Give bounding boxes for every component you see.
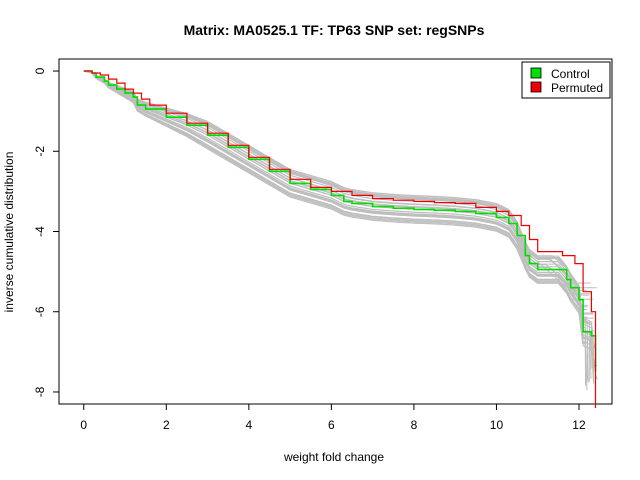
background-series-line xyxy=(83,70,592,295)
background-series-line xyxy=(83,70,595,332)
legend-label-permuted: Permuted xyxy=(551,81,603,95)
y-axis: 0 -2 -4 -6 -8 xyxy=(33,67,60,397)
legend: Control Permuted xyxy=(521,61,611,99)
chart-title: Matrix: MA0525.1 TF: TP63 SNP set: regSN… xyxy=(184,22,485,38)
background-series-line xyxy=(83,70,587,343)
x-tick-label: 2 xyxy=(163,418,170,432)
series-line-control xyxy=(83,70,597,372)
x-tick-label: 6 xyxy=(328,418,335,432)
y-tick-label: -6 xyxy=(33,306,47,317)
x-tick-label: 4 xyxy=(245,418,252,432)
y-tick-label: -4 xyxy=(33,226,47,237)
x-axis-label: weight fold change xyxy=(283,450,384,464)
background-series-line xyxy=(83,70,587,291)
background-series-group xyxy=(83,70,598,391)
legend-swatch-control xyxy=(530,67,542,79)
background-series-line xyxy=(83,70,594,372)
background-series-line xyxy=(83,70,594,381)
y-tick-label: -8 xyxy=(33,386,47,397)
background-series-line xyxy=(83,70,592,350)
x-tick-label: 8 xyxy=(411,418,418,432)
background-series-line xyxy=(83,70,594,300)
y-axis-label: inverse cumulative distribution xyxy=(2,152,16,313)
legend-swatch-permuted xyxy=(530,81,542,93)
series-line-permuted xyxy=(83,70,597,408)
legend-label-control: Control xyxy=(551,67,590,81)
x-tick-label: 0 xyxy=(80,418,87,432)
y-tick-label: 0 xyxy=(33,67,47,74)
background-series-line xyxy=(83,70,591,284)
background-series-line xyxy=(83,70,598,380)
background-series-line xyxy=(83,70,592,352)
x-axis: 0 2 4 6 8 10 12 xyxy=(80,403,586,432)
y-tick-label: -2 xyxy=(33,146,47,157)
x-tick-label: 12 xyxy=(572,418,586,432)
background-series-line xyxy=(83,70,594,340)
background-series-line xyxy=(83,70,587,359)
x-tick-label: 10 xyxy=(490,418,504,432)
background-series-line xyxy=(83,70,597,289)
main-series-group xyxy=(83,70,597,408)
background-series-line xyxy=(83,70,594,366)
